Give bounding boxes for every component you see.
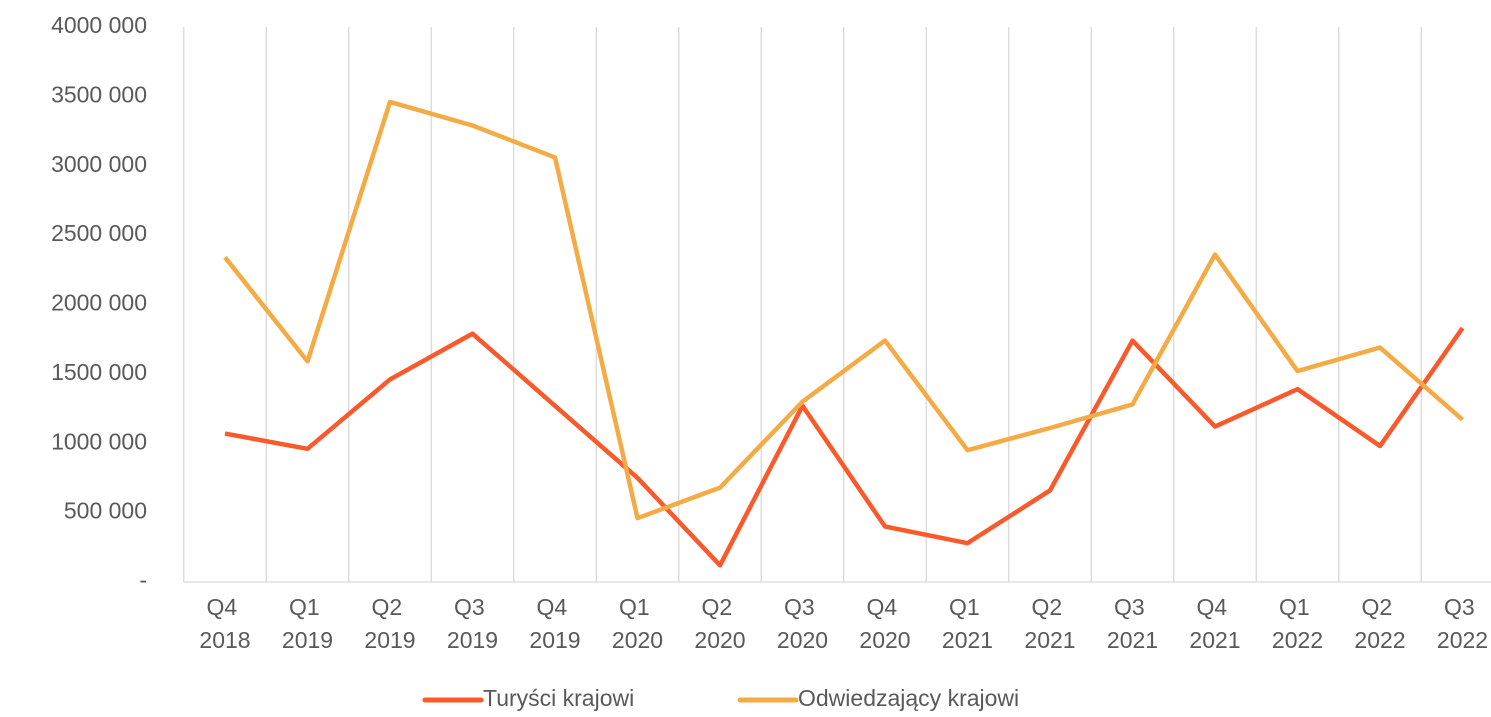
x-tick-label: Q1 2020: [612, 594, 663, 653]
x-tick-label: Q3 2020: [777, 594, 828, 653]
y-tick-label: 2000 000: [51, 290, 147, 316]
x-tick-label: Q3 2022: [1437, 594, 1488, 653]
y-tick-label: 4000 000: [51, 12, 147, 38]
x-tick-label: Q3 2021: [1107, 594, 1158, 653]
y-tick-label: 3500 000: [51, 81, 147, 107]
x-tick-label: Q1 2021: [942, 594, 993, 653]
legend-label: Turyści krajowi: [483, 685, 634, 711]
series-line: [224, 326, 1465, 568]
x-tick-label: Q4 2019: [529, 594, 580, 653]
x-tick-label: Q1 2022: [1272, 594, 1323, 653]
y-tick-label: 1000 000: [51, 428, 147, 454]
x-tick-label: Q4 2018: [199, 594, 250, 653]
x-tick-label: Q2 2022: [1354, 594, 1405, 653]
x-tick-label: Q2 2021: [1024, 594, 1075, 653]
y-tick-label: 3000 000: [51, 151, 147, 177]
y-tick-label: 1500 000: [51, 359, 147, 385]
x-tick-label: Q4 2020: [859, 594, 910, 653]
y-tick-label: 500 000: [64, 498, 147, 524]
x-tick-label: Q2 2019: [364, 594, 415, 653]
x-tick-label: Q2 2020: [694, 594, 745, 653]
legend-label: Odwiedzający krajowi: [798, 685, 1019, 711]
x-tick-label: Q1 2019: [282, 594, 333, 653]
series-line: [223, 99, 1464, 521]
x-tick-label: Q4 2021: [1189, 594, 1240, 653]
y-tick-label: -: [139, 567, 147, 593]
y-tick-label: 2500 000: [51, 220, 147, 246]
x-tick-label: Q3 2019: [447, 594, 498, 653]
